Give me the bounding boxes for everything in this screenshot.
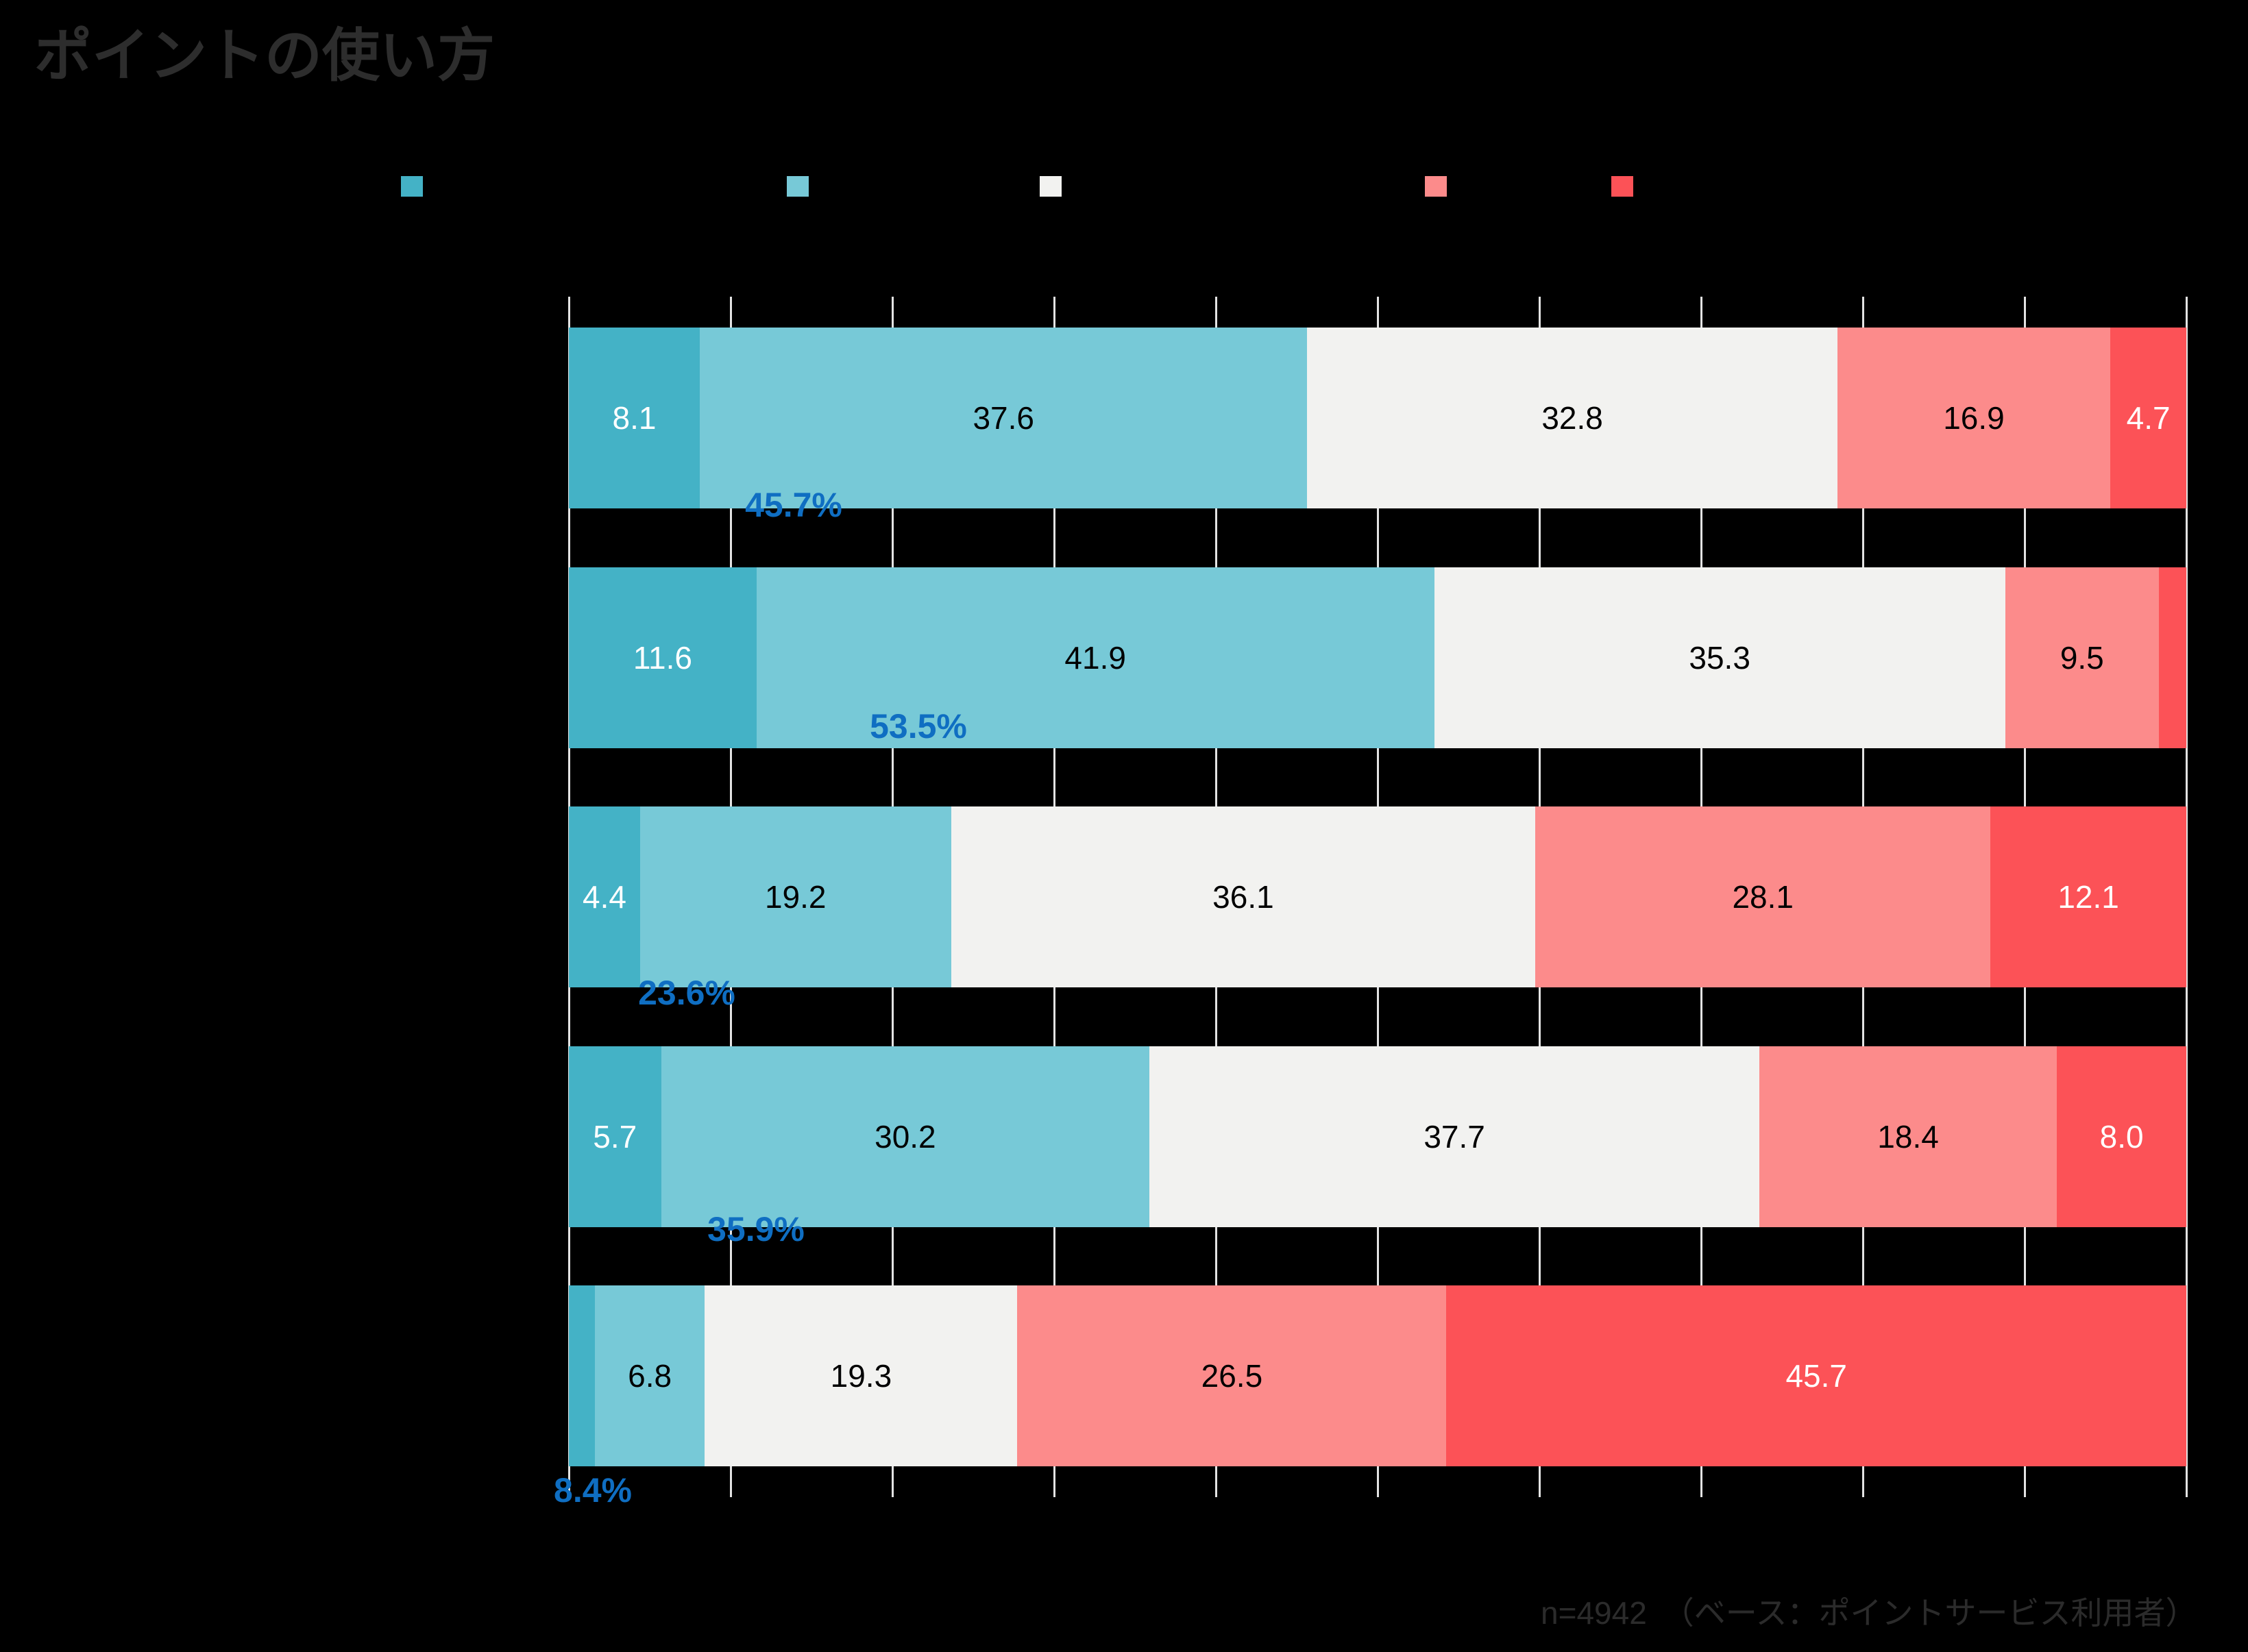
bar-segment: 28.1	[1535, 806, 1991, 987]
bar-row: 5.7 30.2 37.7 18.4 8.0	[569, 1046, 2186, 1227]
footnote: n=4942 （ベース：ポイントサービス利用者）	[1541, 1595, 2197, 1631]
gridline	[2185, 297, 2188, 1497]
bar-segment-label: 35.3	[1689, 639, 1750, 676]
bar-segment-label: 32.8	[1541, 400, 1603, 436]
bar-segment-label: 30.2	[875, 1118, 936, 1155]
cumulative-percent-label: 8.4%	[554, 1471, 632, 1509]
bar-row: 8.1 37.6 32.8 16.9 4.7	[569, 328, 2186, 508]
bar-segment-label: 37.7	[1424, 1118, 1485, 1155]
bar-segment: 32.8	[1307, 328, 1837, 508]
bar-segment: 11.6	[569, 567, 757, 748]
bar-segment: 35.3	[1434, 567, 2005, 748]
bar-segment-label: 36.1	[1212, 879, 1274, 915]
cumulative-percent-label: 35.9%	[707, 1210, 805, 1248]
bar-segment-label: 4.7	[2126, 400, 2171, 436]
bar-segment: 5.7	[569, 1046, 661, 1227]
bar-segment-label: 5.7	[593, 1118, 637, 1155]
bar-segment: 41.9	[756, 567, 1434, 748]
bar-segment-label: 8.1	[612, 400, 657, 436]
bar-segment-label: 19.2	[764, 879, 827, 915]
bar-segment: 8.0	[2057, 1046, 2186, 1227]
legend-swatch-3	[1040, 176, 1062, 197]
bar-segment: 45.7	[1446, 1285, 2186, 1466]
bar-segment: 19.2	[639, 806, 951, 987]
legend-swatch-4	[1425, 176, 1447, 197]
bar-segment: 4.4	[569, 806, 640, 987]
bar-segment-label: 12.1	[2057, 879, 2119, 915]
bar-segment: 6.8	[594, 1285, 705, 1466]
bar-segment: 18.4	[1759, 1046, 2057, 1227]
bar-segment-label: 37.6	[973, 400, 1034, 436]
bar-segment: 37.7	[1149, 1046, 1759, 1227]
bar-segment: 37.6	[699, 328, 1308, 508]
cumulative-percent-label: 53.5%	[870, 707, 967, 745]
legend-swatch-1	[401, 176, 423, 197]
bar-segment: 26.5	[1017, 1285, 1447, 1466]
bar-row: 6.8 19.3 26.5 45.7	[569, 1285, 2186, 1466]
bar-row: 4.4 19.2 36.1 28.1 12.1	[569, 806, 2186, 987]
bar-segment: 8.1	[569, 328, 700, 508]
chart-title: ポイントの使い方	[34, 23, 496, 88]
legend-swatch-5	[1611, 176, 1633, 197]
bar-segment-label: 11.6	[633, 639, 692, 676]
bar-segment-label: 8.0	[2099, 1118, 2144, 1155]
bar-segment: 4.7	[2110, 328, 2186, 508]
bar-segment-label: 26.5	[1201, 1358, 1263, 1394]
bar-segment-label: 28.1	[1732, 879, 1794, 915]
bar-segment-label: 9.5	[2060, 639, 2104, 676]
bar-segment-label: 18.4	[1877, 1118, 1939, 1155]
bar-segment	[569, 1285, 595, 1466]
bar-segment-label: 19.3	[830, 1358, 892, 1394]
bar-segment: 12.1	[1990, 806, 2186, 987]
bar-row: 11.6 41.9 35.3 9.5	[569, 567, 2187, 748]
bar-segment-label: 16.9	[1943, 400, 2005, 436]
bar-segment: 16.9	[1837, 328, 2111, 508]
bar-segment: 36.1	[951, 806, 1536, 987]
legend-swatch-2	[787, 176, 809, 197]
cumulative-percent-label: 45.7%	[745, 486, 842, 524]
plot-area: 8.1 37.6 32.8 16.9 4.7 45.7% 11.6 41.9 35.3 9.5 53…	[554, 297, 2188, 1509]
bar-segment-label: 41.9	[1064, 639, 1126, 676]
bar-segment: 9.5	[2005, 567, 2159, 748]
bar-segment: 30.2	[661, 1046, 1150, 1227]
cumulative-percent-label: 23.6%	[638, 974, 735, 1012]
bar-segment: 19.3	[705, 1285, 1018, 1466]
bar-segment	[2158, 567, 2187, 748]
bar-segment-label: 4.4	[582, 879, 626, 915]
bar-segment-label: 6.8	[628, 1358, 672, 1394]
bar-segment-label: 45.7	[1785, 1358, 1847, 1394]
